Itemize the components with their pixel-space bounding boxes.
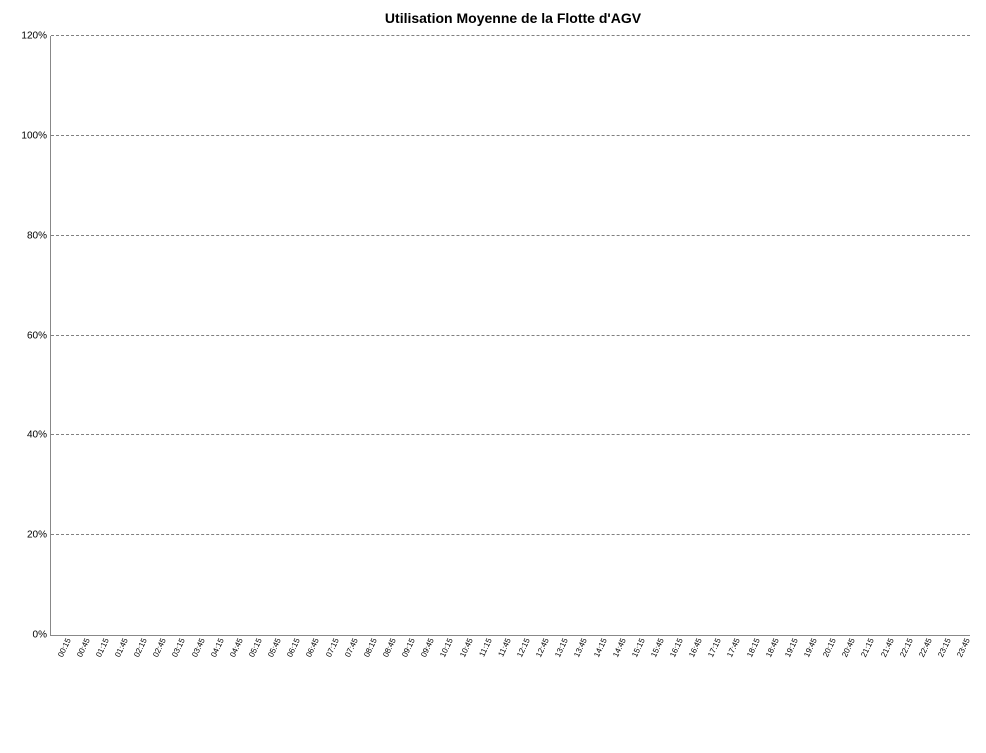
plot-area: 00:1500:4501:1501:4502:1502:4503:1503:45… bbox=[50, 36, 970, 636]
x-tick-label: 09:45 bbox=[416, 635, 436, 659]
x-tick-label: 21:15 bbox=[856, 635, 876, 659]
y-tick-label: 60% bbox=[27, 330, 51, 341]
x-tick-label: 09:15 bbox=[397, 635, 417, 659]
gridline bbox=[51, 434, 970, 435]
bars-container: 00:1500:4501:1501:4502:1502:4503:1503:45… bbox=[51, 36, 970, 635]
gridline bbox=[51, 235, 970, 236]
x-tick-label: 08:45 bbox=[377, 635, 397, 659]
agv-utilization-chart: Utilisation Moyenne de la Flotte d'AGV 0… bbox=[0, 0, 986, 753]
x-tick-label: 07:45 bbox=[339, 635, 359, 659]
x-tick-label: 20:45 bbox=[837, 635, 857, 659]
x-tick-label: 22:45 bbox=[913, 635, 933, 659]
x-tick-label: 10:45 bbox=[454, 635, 474, 659]
x-tick-label: 16:15 bbox=[665, 635, 685, 659]
x-tick-label: 15:15 bbox=[626, 635, 646, 659]
x-tick-label: 18:15 bbox=[741, 635, 761, 659]
x-tick-label: 06:45 bbox=[301, 635, 321, 659]
x-tick-label: 22:15 bbox=[894, 635, 914, 659]
x-tick-label: 17:15 bbox=[703, 635, 723, 659]
y-tick-label: 80% bbox=[27, 230, 51, 241]
x-tick-label: 08:15 bbox=[358, 635, 378, 659]
x-tick-label: 13:45 bbox=[569, 635, 589, 659]
x-tick-label: 15:45 bbox=[645, 635, 665, 659]
x-tick-label: 02:15 bbox=[129, 635, 149, 659]
x-tick-label: 04:45 bbox=[224, 635, 244, 659]
x-tick-label: 12:15 bbox=[511, 635, 531, 659]
x-tick-label: 07:15 bbox=[320, 635, 340, 659]
x-tick-label: 01:45 bbox=[110, 635, 130, 659]
x-tick-label: 05:15 bbox=[244, 635, 264, 659]
x-tick-label: 10:15 bbox=[435, 635, 455, 659]
x-tick-label: 13:15 bbox=[550, 635, 570, 659]
x-tick-label: 12:45 bbox=[531, 635, 551, 659]
x-tick-label: 01:15 bbox=[90, 635, 110, 659]
x-tick-label: 17:45 bbox=[722, 635, 742, 659]
y-tick-label: 40% bbox=[27, 430, 51, 441]
x-tick-label: 14:45 bbox=[607, 635, 627, 659]
x-tick-label: 05:45 bbox=[263, 635, 283, 659]
x-tick-label: 04:15 bbox=[205, 635, 225, 659]
x-tick-label: 23:15 bbox=[933, 635, 953, 659]
x-tick-label: 16:45 bbox=[684, 635, 704, 659]
y-tick-label: 120% bbox=[21, 31, 51, 42]
x-tick-label: 11:15 bbox=[473, 635, 493, 658]
x-tick-label: 11:45 bbox=[493, 635, 513, 658]
gridline bbox=[51, 35, 970, 36]
y-tick-label: 20% bbox=[27, 530, 51, 541]
chart-title: Utilisation Moyenne de la Flotte d'AGV bbox=[50, 10, 976, 26]
x-tick-label: 00:45 bbox=[71, 635, 91, 659]
y-tick-label: 0% bbox=[33, 630, 51, 641]
gridline bbox=[51, 335, 970, 336]
x-tick-label: 00:15 bbox=[52, 635, 72, 659]
x-tick-label: 19:15 bbox=[779, 635, 799, 659]
x-tick-label: 06:15 bbox=[282, 635, 302, 659]
y-tick-label: 100% bbox=[21, 130, 51, 141]
x-tick-label: 19:45 bbox=[799, 635, 819, 659]
x-tick-label: 20:15 bbox=[818, 635, 838, 659]
gridline bbox=[51, 534, 970, 535]
x-tick-label: 21:45 bbox=[875, 635, 895, 659]
x-tick-label: 03:45 bbox=[186, 635, 206, 659]
x-tick-label: 18:45 bbox=[760, 635, 780, 659]
x-tick-label: 02:45 bbox=[148, 635, 168, 659]
x-tick-label: 23:45 bbox=[952, 635, 972, 659]
x-tick-label: 14:15 bbox=[588, 635, 608, 659]
x-tick-label: 03:15 bbox=[167, 635, 187, 659]
gridline bbox=[51, 135, 970, 136]
